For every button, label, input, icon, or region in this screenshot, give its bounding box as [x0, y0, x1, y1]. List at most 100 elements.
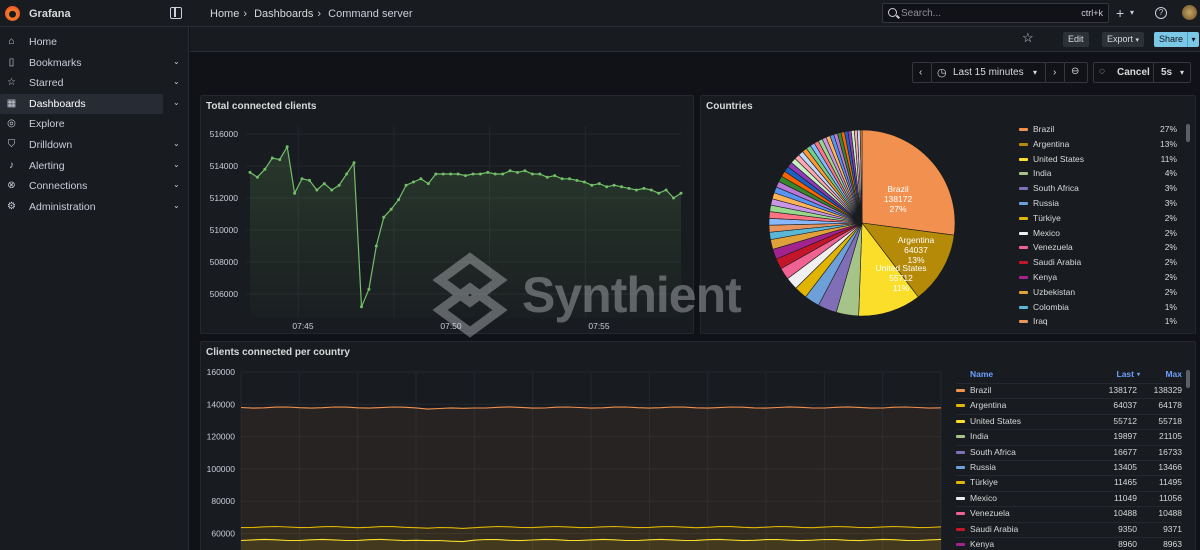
legend-swatch — [956, 404, 965, 408]
scrollbar[interactable] — [1186, 370, 1190, 388]
zoom-out-button[interactable]: ⊖ — [1064, 62, 1088, 83]
legend-percent: 2% — [1164, 242, 1177, 253]
panel-title: Countries — [706, 101, 753, 112]
legend-item[interactable]: Russia 3% — [1019, 197, 1177, 211]
legend-last: 8960 — [1118, 539, 1137, 549]
legend-item[interactable]: Iraq 1% — [1019, 315, 1177, 329]
table-row[interactable]: United States 55712 55718 — [956, 413, 1182, 428]
sidebar-item-alerting[interactable]: ♪ Alerting ⌄ — [0, 156, 189, 176]
breadcrumb-separator: › — [317, 8, 322, 20]
grafana-logo-icon[interactable] — [5, 6, 20, 21]
breadcrumb-home[interactable]: Home — [210, 8, 240, 20]
chevron-down-icon[interactable]: ▾ — [1130, 8, 1135, 17]
legend-item[interactable]: Saudi Arabia 2% — [1019, 256, 1177, 270]
table-row[interactable]: Kenya 8960 8963 — [956, 537, 1182, 550]
chevron-down-icon[interactable]: ⌄ — [173, 139, 180, 148]
search-input[interactable]: Search... ctrl+k — [882, 3, 1109, 23]
data-point — [657, 191, 661, 195]
cancel-refresh-button[interactable]: ◌ Cancel — [1093, 62, 1159, 83]
legend-item[interactable]: Argentina 13% — [1019, 138, 1177, 152]
share-button[interactable]: Share — [1154, 32, 1189, 47]
top-bar: Grafana Home › Dashboards › Command server… — [0, 0, 1200, 27]
sidebar-item-starred[interactable]: ☆ Starred ⌄ — [0, 73, 189, 93]
legend-last: 64037 — [1113, 400, 1137, 411]
panel-countries[interactable]: Countries Brazil 138172 27% Argentina 64037 1… — [700, 95, 1196, 334]
refresh-interval-picker[interactable]: 5s ▾ — [1153, 62, 1191, 83]
table-row[interactable]: Argentina 64037 64178 — [956, 398, 1182, 412]
chevron-down-icon[interactable]: ⌄ — [173, 77, 180, 87]
legend-header-last[interactable]: Last — [1116, 369, 1134, 379]
chevron-down-icon[interactable]: ⌄ — [173, 180, 180, 190]
legend-name: Saudi Arabia — [970, 523, 1019, 534]
table-row[interactable]: Brazil 138172 138329 — [956, 383, 1182, 397]
star-icon[interactable]: ☆ — [1022, 30, 1034, 45]
data-point — [255, 175, 259, 179]
legend-item[interactable]: Mexico 2% — [1019, 227, 1177, 241]
sidebar-item-bookmarks[interactable]: ▯ Bookmarks ⌄ — [0, 53, 189, 73]
sidebar-item-label: Starred — [29, 77, 64, 90]
legend-item[interactable]: Uzbekistan 2% — [1019, 286, 1177, 300]
legend-header-name[interactable]: Name — [970, 369, 994, 379]
legend-name: Saudi Arabia — [1033, 257, 1082, 268]
breadcrumb-dashboards[interactable]: Dashboards — [254, 8, 314, 20]
share-menu-chevron-icon[interactable]: ▾ — [1187, 32, 1199, 47]
pie-slice[interactable] — [859, 129, 863, 224]
legend-item[interactable]: Colombia 1% — [1019, 301, 1177, 315]
sidebar-item-dashboards[interactable]: ▦ Dashboards ⌄ — [0, 93, 180, 114]
sidebar-item-drilldown[interactable]: ⛉ Drilldown ⌄ — [0, 135, 189, 155]
legend-item[interactable]: Kenya 2% — [1019, 271, 1177, 285]
sidebar-item-explore[interactable]: ◎ Explore — [0, 114, 189, 134]
legend-header-max[interactable]: Max — [1165, 369, 1182, 379]
data-point — [634, 188, 638, 192]
table-row[interactable]: Venezuela 10488 10488 — [956, 506, 1182, 520]
legend-item[interactable]: South Africa 3% — [1019, 182, 1177, 196]
legend-last: 55712 — [1113, 415, 1137, 426]
sidebar-item-administration[interactable]: ⚙ Administration ⌄ — [0, 197, 189, 217]
chevron-down-icon[interactable]: ⌄ — [173, 159, 180, 169]
legend-item[interactable]: Venezuela 2% — [1019, 241, 1177, 255]
panel-total-clients[interactable]: Total connected clients 516000 514000 5120… — [200, 95, 694, 334]
legend-percent: 1% — [1164, 301, 1177, 312]
table-row[interactable]: South Africa 16677 16733 — [956, 444, 1182, 459]
table-row[interactable]: Türkiye 11465 11495 — [956, 475, 1182, 489]
export-button[interactable]: Export ▾ — [1102, 32, 1145, 47]
plus-icon[interactable]: + — [1116, 5, 1125, 21]
legend-item[interactable]: Brazil 27% — [1019, 123, 1177, 137]
legend-last: 10488 — [1113, 508, 1137, 519]
data-point — [627, 186, 631, 190]
pie-slice[interactable] — [861, 222, 955, 298]
chevron-down-icon[interactable]: ⌄ — [173, 97, 180, 107]
time-range-back-button[interactable]: ‹ — [912, 62, 932, 83]
series-line — [240, 538, 942, 543]
legend-swatch — [1019, 128, 1028, 131]
legend-percent: 11% — [1160, 153, 1177, 164]
legend-item[interactable]: India 4% — [1019, 167, 1177, 181]
series-area — [241, 539, 941, 550]
legend-item[interactable]: United States 11% — [1019, 153, 1177, 167]
sidebar-item-label: Bookmarks — [29, 56, 82, 69]
time-range-picker[interactable]: ◷ Last 15 minutes ▾ — [931, 62, 1046, 83]
dock-menu-icon[interactable] — [170, 7, 182, 19]
panel-clients-per-country[interactable]: Clients connected per country 160000 1400… — [200, 341, 1196, 550]
sidebar-item-home[interactable]: ⌂ Home — [0, 32, 189, 52]
table-row[interactable]: Mexico 11049 11056 — [956, 490, 1182, 505]
scrollbar[interactable] — [1186, 124, 1190, 142]
chevron-down-icon[interactable]: ⌄ — [173, 56, 180, 66]
avatar[interactable] — [1182, 5, 1197, 20]
table-row[interactable]: Russia 13405 13466 — [956, 460, 1182, 474]
chevron-down-icon[interactable]: ⌄ — [173, 200, 180, 210]
table-row[interactable]: India 19897 21105 — [956, 429, 1182, 443]
data-point — [449, 172, 453, 176]
search-icon — [888, 8, 897, 17]
help-icon[interactable]: ? — [1155, 7, 1167, 19]
y-tick-label: 506000 — [210, 289, 239, 299]
sidebar-item-connections[interactable]: ⊗ Connections ⌄ — [0, 176, 189, 196]
x-tick-label: 07:55 — [588, 321, 610, 331]
legend-item[interactable]: Türkiye 2% — [1019, 212, 1177, 226]
legend-name: Mexico — [970, 492, 997, 503]
legend-name: Argentina — [1033, 138, 1070, 149]
time-range-forward-button[interactable]: › — [1045, 62, 1065, 83]
table-row[interactable]: Saudi Arabia 9350 9371 — [956, 521, 1182, 536]
pie-slice[interactable] — [861, 129, 956, 236]
edit-button[interactable]: Edit — [1063, 32, 1089, 47]
